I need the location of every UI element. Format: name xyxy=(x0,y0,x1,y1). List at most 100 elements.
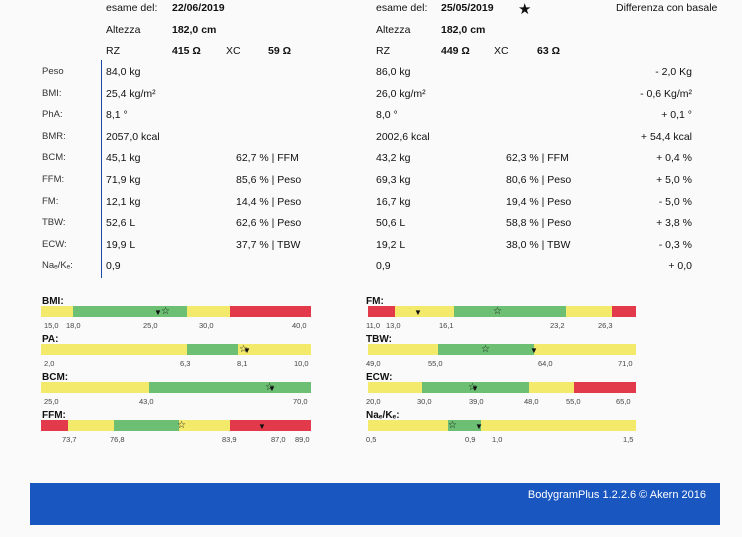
row-diff: + 54,4 kcal xyxy=(640,131,692,143)
row-value-exam1: 52,6 L xyxy=(106,217,136,229)
row-label: BMR: xyxy=(42,131,66,142)
bmi-tick-label: 18,0 xyxy=(66,321,81,330)
star-icon: ☆ xyxy=(481,344,490,355)
exam1-date: 22/06/2019 xyxy=(172,2,225,14)
row-value-exam1: 71,9 kg xyxy=(106,174,141,186)
ecw-tick-label: 65,0 xyxy=(616,397,631,406)
pa-gauge-segment xyxy=(186,344,239,355)
nak-gauge-title: Naₑ/Kₑ: xyxy=(366,410,400,421)
star-icon: ★ xyxy=(518,1,532,18)
pa-gauge-segment xyxy=(41,344,187,355)
pa-tick-label: 10,0 xyxy=(294,359,309,368)
fm-tick-label: 13,0 xyxy=(386,321,401,330)
pa-tick-label: 6,3 xyxy=(180,359,191,368)
row-value-exam1: 25,4 kg/m² xyxy=(106,88,156,100)
xc1-label: XC xyxy=(226,45,241,57)
row-value-exam1: 0,9 xyxy=(106,260,121,272)
nak-tick-label: 0,5 xyxy=(366,435,377,444)
bmi-tick-label: 15,0 xyxy=(44,321,59,330)
row-value-exam1: 12,1 kg xyxy=(106,196,141,208)
height2-value: 182,0 cm xyxy=(441,24,486,36)
fm-tick-label: 16,1 xyxy=(439,321,454,330)
row-diff: - 0,6 Kg/m² xyxy=(640,88,692,100)
bcm-gauge-segment xyxy=(149,382,311,393)
row-value-exam2: 8,0 ° xyxy=(376,109,398,121)
bmi-tick-label: 25,0 xyxy=(143,321,158,330)
xc2-value: 63 Ω xyxy=(537,45,561,57)
ffm-gauge-bar xyxy=(41,420,311,431)
triangle-down-icon: ▼ xyxy=(471,384,479,393)
row-value-exam2: 86,0 kg xyxy=(376,66,411,78)
fm-gauge-segment xyxy=(394,306,454,317)
fm-gauge-segment xyxy=(566,306,612,317)
tbw-gauge-segment xyxy=(534,344,636,355)
fm-gauge-bar xyxy=(368,306,636,317)
row-value-exam2: 16,7 kg xyxy=(376,196,411,208)
ffm-gauge-segment xyxy=(229,420,311,431)
row-label: BMI: xyxy=(42,88,62,99)
row-label: PhA: xyxy=(42,109,63,120)
row-diff: - 5,0 % xyxy=(658,196,692,208)
ecw-tick-label: 48,0 xyxy=(524,397,539,406)
rz2-value: 449 Ω xyxy=(441,45,470,57)
tbw-gauge-title: TBW: xyxy=(366,334,392,345)
ecw-tick-label: 39,0 xyxy=(469,397,484,406)
pa-gauge-title: PA: xyxy=(42,334,59,345)
ffm-gauge-segment xyxy=(41,420,68,431)
bmi-gauge-segment xyxy=(41,306,74,317)
row-value-exam2: 19,2 L xyxy=(376,239,406,251)
rz1-label: RZ xyxy=(106,45,120,57)
star-icon: ☆ xyxy=(161,306,170,317)
bcm-tick-label: 25,0 xyxy=(44,397,59,406)
row-value-exam1: 19,9 L xyxy=(106,239,136,251)
row-label: FM: xyxy=(42,196,59,207)
row-value-exam1: 8,1 ° xyxy=(106,109,128,121)
nak-gauge-segment xyxy=(480,420,636,431)
ecw-gauge-title: ECW: xyxy=(366,372,393,383)
height2-label: Altezza xyxy=(376,24,411,36)
triangle-down-icon: ▼ xyxy=(475,422,483,431)
fm-gauge-segment xyxy=(453,306,567,317)
pa-gauge-segment xyxy=(238,344,311,355)
ffm-tick-label: 76,8 xyxy=(110,435,125,444)
row-percent-exam2: 58,8 % | Peso xyxy=(506,217,572,229)
ffm-gauge-segment xyxy=(178,420,230,431)
diff-label: Differenza con basale xyxy=(616,2,718,14)
triangle-down-icon: ▼ xyxy=(414,308,422,317)
pa-tick-label: 8,1 xyxy=(237,359,248,368)
row-diff: + 3,8 % xyxy=(656,217,692,229)
nak-gauge-bar xyxy=(368,420,636,431)
ffm-tick-label: 73,7 xyxy=(62,435,77,444)
star-icon: ☆ xyxy=(265,382,274,393)
row-percent-exam1: 85,6 % | Peso xyxy=(236,174,302,186)
bmi-tick-label: 30,0 xyxy=(199,321,214,330)
triangle-down-icon: ▼ xyxy=(154,308,162,317)
row-diff: - 2,0 Kg xyxy=(655,66,692,78)
star-icon: ☆ xyxy=(493,306,502,317)
row-value-exam2: 2002,6 kcal xyxy=(376,131,430,143)
triangle-down-icon: ▼ xyxy=(268,384,276,393)
height1-value: 182,0 cm xyxy=(172,24,217,36)
nak-gauge-segment xyxy=(368,420,449,431)
row-value-exam2: 50,6 L xyxy=(376,217,406,229)
bmi-gauge-segment xyxy=(229,306,311,317)
bmi-gauge-bar xyxy=(41,306,311,317)
bmi-gauge-title: BMI: xyxy=(42,296,64,307)
ffm-tick-label: 83,9 xyxy=(222,435,237,444)
ecw-tick-label: 55,0 xyxy=(566,397,581,406)
tbw-gauge-bar xyxy=(368,344,636,355)
row-diff: - 0,3 % xyxy=(658,239,692,251)
row-value-exam1: 45,1 kg xyxy=(106,152,141,164)
star-icon: ☆ xyxy=(177,420,186,431)
bcm-gauge-title: BCM: xyxy=(42,372,69,383)
nak-tick-label: 0,9 xyxy=(465,435,476,444)
ecw-gauge-bar xyxy=(368,382,636,393)
bmi-gauge-segment xyxy=(73,306,187,317)
ffm-tick-label: 87,0 xyxy=(271,435,286,444)
pa-gauge-bar xyxy=(41,344,311,355)
fm-tick-label: 23,2 xyxy=(550,321,565,330)
bcm-gauge-segment xyxy=(41,382,149,393)
row-value-exam2: 69,3 kg xyxy=(376,174,411,186)
exam2-date: 25/05/2019 xyxy=(441,2,494,14)
tbw-tick-label: 71,0 xyxy=(618,359,633,368)
